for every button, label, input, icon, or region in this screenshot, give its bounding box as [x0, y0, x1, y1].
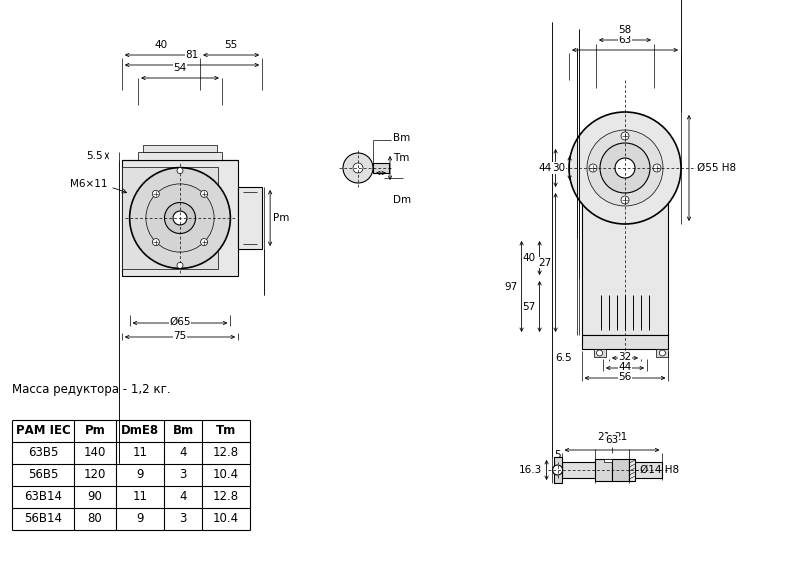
Bar [595, 459, 612, 481]
Text: 56В14: 56В14 [24, 513, 62, 526]
Text: 80: 80 [88, 513, 102, 526]
Text: M6×11: M6×11 [70, 179, 126, 193]
Circle shape [587, 130, 663, 206]
Circle shape [589, 164, 597, 172]
Text: 75: 75 [174, 331, 186, 341]
Circle shape [621, 132, 629, 140]
Bar [582, 193, 669, 335]
Text: 140: 140 [84, 446, 106, 459]
Text: 30: 30 [553, 163, 566, 173]
Bar [594, 349, 606, 357]
Circle shape [600, 143, 650, 193]
Text: 6.5: 6.5 [555, 353, 571, 363]
Text: 54: 54 [174, 63, 186, 73]
Circle shape [173, 211, 187, 225]
Text: Bm: Bm [393, 133, 410, 143]
Text: 63В14: 63В14 [24, 490, 62, 503]
Bar [629, 459, 635, 481]
Text: 10.4: 10.4 [213, 513, 239, 526]
Text: 44: 44 [618, 362, 632, 372]
Bar [373, 163, 389, 173]
Text: 12.8: 12.8 [213, 490, 239, 503]
Text: 9: 9 [136, 468, 144, 481]
Text: 21: 21 [597, 432, 610, 442]
Text: Ø14 H8: Ø14 H8 [640, 465, 679, 475]
Text: DmE8: DmE8 [121, 425, 159, 438]
Text: Dm: Dm [393, 195, 411, 205]
Text: Ø55 H8: Ø55 H8 [697, 163, 736, 173]
Text: 57: 57 [522, 302, 536, 311]
Bar [554, 457, 562, 483]
Text: 81: 81 [186, 50, 198, 60]
Text: 44: 44 [538, 163, 552, 173]
Text: Tm: Tm [216, 425, 236, 438]
Circle shape [621, 196, 629, 204]
Text: 97: 97 [504, 281, 518, 291]
Text: Ø65: Ø65 [170, 317, 190, 327]
Text: 3: 3 [179, 468, 186, 481]
Text: 40: 40 [522, 253, 536, 263]
Circle shape [659, 350, 666, 356]
Text: 9: 9 [136, 513, 144, 526]
Text: РАМ IEC: РАМ IEC [16, 425, 70, 438]
Text: Pm: Pm [85, 425, 106, 438]
Circle shape [201, 239, 208, 246]
Bar [143, 145, 217, 152]
Circle shape [152, 191, 159, 197]
Text: 11: 11 [133, 490, 147, 503]
Bar [138, 152, 222, 160]
Text: 4: 4 [179, 446, 186, 459]
Circle shape [130, 168, 230, 268]
Text: Bm: Bm [173, 425, 194, 438]
Bar [656, 349, 669, 357]
Text: 63: 63 [618, 35, 632, 45]
Bar [612, 459, 629, 481]
Circle shape [177, 168, 183, 174]
Text: Pm: Pm [273, 213, 290, 223]
Circle shape [653, 164, 661, 172]
Bar [122, 167, 218, 269]
Text: 5: 5 [554, 450, 561, 460]
Circle shape [569, 112, 681, 224]
Text: 55: 55 [225, 40, 238, 50]
Circle shape [146, 184, 214, 252]
Circle shape [343, 153, 373, 183]
Text: 40: 40 [154, 40, 167, 50]
Text: 63: 63 [606, 435, 618, 445]
Bar [238, 187, 262, 249]
Text: 32: 32 [618, 352, 632, 362]
Text: 3: 3 [179, 513, 186, 526]
Text: Масса редуктора - 1,2 кг.: Масса редуктора - 1,2 кг. [12, 383, 170, 396]
Text: 12.8: 12.8 [213, 446, 239, 459]
Bar [604, 459, 612, 462]
Bar [562, 462, 662, 478]
Bar [582, 335, 669, 349]
Text: 56: 56 [618, 372, 632, 382]
Text: 11: 11 [133, 446, 147, 459]
Circle shape [152, 239, 159, 246]
Circle shape [201, 191, 208, 197]
Circle shape [597, 350, 602, 356]
Circle shape [615, 158, 635, 178]
Text: 21: 21 [614, 432, 627, 442]
Text: 120: 120 [84, 468, 106, 481]
Text: 63В5: 63В5 [28, 446, 58, 459]
Text: 58: 58 [618, 25, 632, 35]
Text: Tm: Tm [393, 153, 410, 163]
Text: 5.5: 5.5 [86, 151, 103, 161]
Circle shape [177, 263, 183, 268]
Circle shape [553, 465, 562, 475]
Text: 56В5: 56В5 [28, 468, 58, 481]
Text: 16.3: 16.3 [518, 465, 542, 475]
Circle shape [165, 202, 195, 234]
Circle shape [353, 163, 363, 173]
Text: 4: 4 [179, 490, 186, 503]
Text: 10.4: 10.4 [213, 468, 239, 481]
Text: 27: 27 [538, 257, 552, 268]
Text: 90: 90 [87, 490, 102, 503]
Bar [122, 160, 238, 276]
